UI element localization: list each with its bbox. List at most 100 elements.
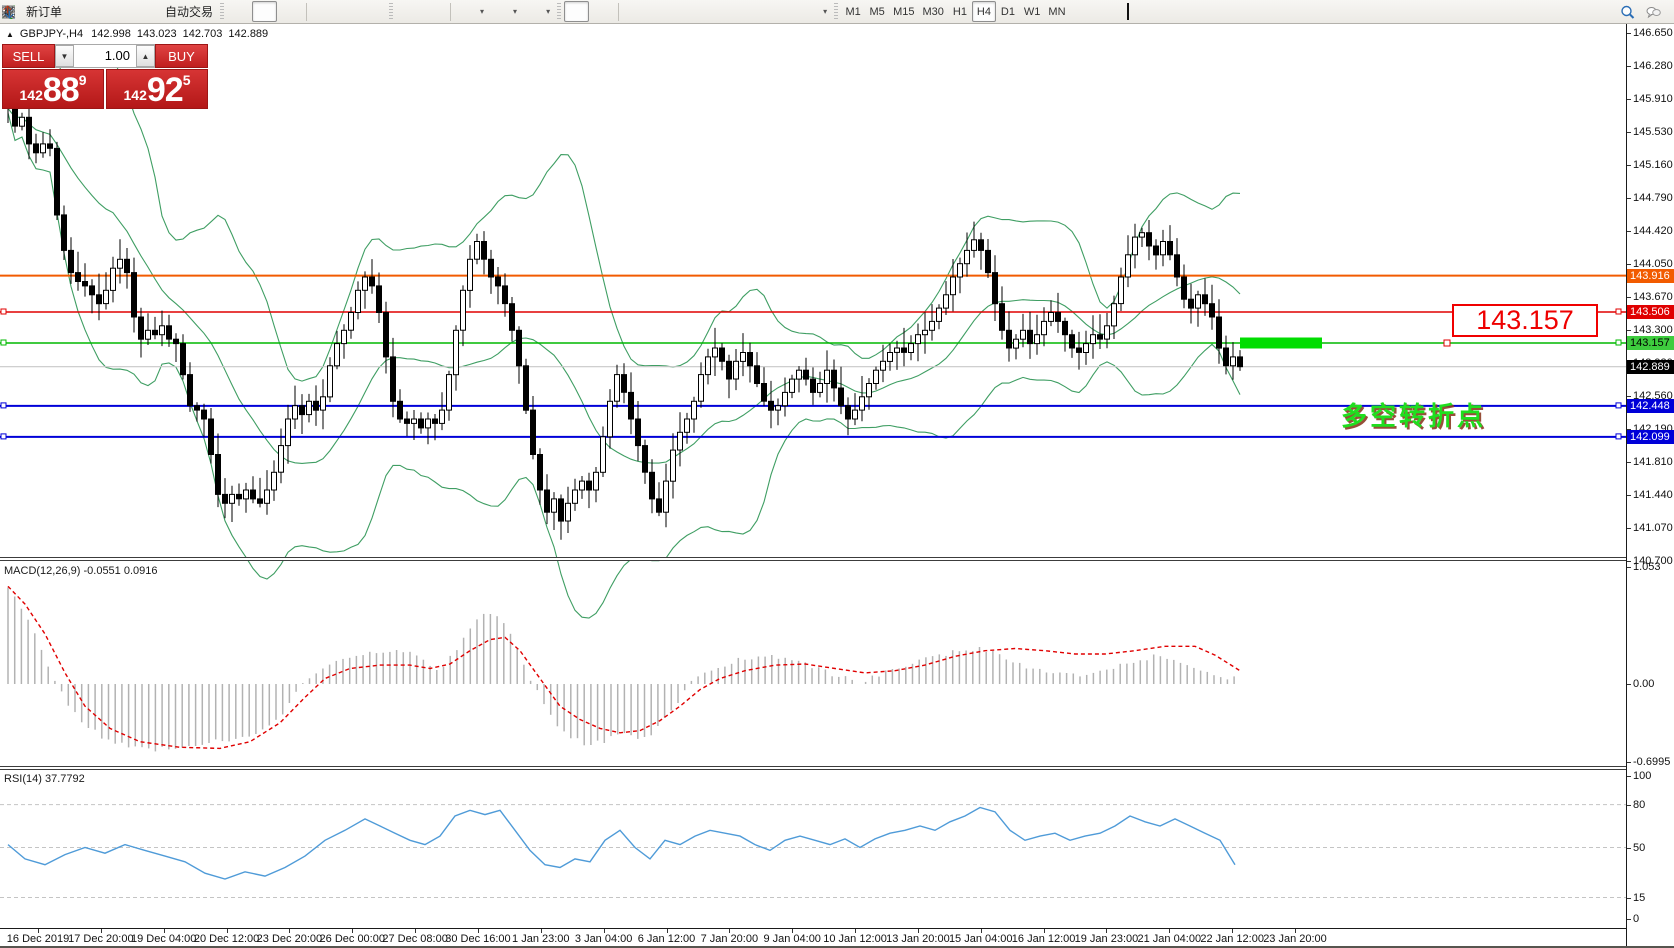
price-tick	[1627, 132, 1631, 133]
line-handle[interactable]	[0, 308, 7, 315]
ohlc-open: 142.998	[91, 28, 131, 40]
crosshair-icon	[2, 4, 610, 20]
equidistant-channel-icon: E	[2, 4, 719, 20]
highlight-zone[interactable]	[1240, 337, 1322, 349]
timeframe-m15-button[interactable]: M15	[893, 5, 915, 18]
sell-button[interactable]: SELL	[2, 44, 55, 68]
bar-chart-button[interactable]	[2, 1, 252, 22]
time-label: 30 Dec 16:00	[445, 933, 511, 945]
vertical-line-button[interactable]	[7, 1, 648, 22]
timeframe-mn-button[interactable]: MN	[1048, 5, 1066, 18]
price-tick-label: 140.700	[1633, 555, 1673, 567]
rsi-tick	[1627, 848, 1631, 849]
zoom-in-button[interactable]	[2, 1, 336, 22]
auto-trading-icon	[2, 4, 162, 20]
candlestick-chart-button[interactable]	[3, 1, 278, 22]
time-tick	[666, 929, 668, 933]
timeframe-m5-button[interactable]: M5	[869, 5, 885, 18]
timeframe-h4-button[interactable]: H4	[971, 1, 996, 22]
timeframe-m30-button[interactable]: M30	[922, 5, 944, 18]
buy-quote[interactable]: 142 92 5	[106, 69, 208, 109]
price-tick-label: 143.300	[1633, 324, 1673, 336]
sell-quote[interactable]: 142 88 9	[2, 69, 104, 109]
line-handle[interactable]	[1615, 308, 1622, 315]
timeframe-d1-button[interactable]: D1	[1000, 5, 1015, 18]
price-tick-label: 144.050	[1633, 258, 1673, 270]
collapse-triangle-icon[interactable]: ▲	[6, 29, 14, 39]
line-handle[interactable]	[1615, 402, 1622, 409]
line-handle[interactable]	[0, 339, 7, 346]
price-tick	[1627, 66, 1631, 67]
text-cursor	[1127, 3, 1129, 20]
price-tick	[1627, 528, 1631, 529]
time-tick	[1106, 929, 1108, 933]
price-badge-142.099: 142.099	[1627, 430, 1674, 444]
horizontal-line-icon	[2, 4, 669, 20]
price-tick	[1627, 429, 1631, 430]
chat-icon	[1646, 4, 1666, 20]
panel-resize-handle[interactable]	[0, 557, 1674, 561]
fibonacci-icon: F	[2, 4, 744, 20]
timeframe-h1-button[interactable]: H1	[952, 5, 967, 18]
tile-windows-button[interactable]	[2, 1, 386, 22]
indicators-icon	[2, 4, 476, 20]
price-tick-label: 144.420	[1633, 225, 1673, 237]
indicators-button[interactable]: ▾	[2, 1, 488, 22]
periods-button[interactable]: ▾	[2, 1, 521, 22]
trendline-button[interactable]	[3, 1, 698, 22]
auto-trading-button[interactable]: 自动交易	[2, 1, 217, 22]
chart-shift-button[interactable]	[2, 1, 446, 22]
rsi-tick-label: 0	[1633, 913, 1640, 925]
crosshair-button[interactable]	[2, 1, 614, 22]
rsi-panel[interactable]	[0, 770, 1626, 928]
cursor-button[interactable]	[4, 1, 590, 22]
line-handle[interactable]	[0, 433, 7, 440]
volume-decrease-button[interactable]: ▼	[55, 45, 74, 67]
turning-point-note[interactable]: 多空转折点	[1341, 401, 1487, 431]
deposit-button[interactable]	[1, 1, 91, 22]
price-tick	[1627, 165, 1631, 166]
timeframe-m1-button[interactable]: M1	[845, 5, 861, 18]
line-handle[interactable]	[1615, 339, 1622, 346]
time-tick	[100, 929, 102, 933]
macd-panel[interactable]	[0, 561, 1626, 767]
text-label-button[interactable]: T	[2, 1, 798, 22]
search-button[interactable]	[1619, 2, 1644, 23]
profile-icon	[2, 4, 112, 20]
price-chart[interactable]	[0, 26, 1626, 619]
horizontal-line-button[interactable]	[2, 1, 673, 22]
equidistant-channel-button[interactable]: E	[2, 1, 723, 22]
dropdown-arrow-icon: ▾	[480, 7, 485, 16]
line-chart-button[interactable]	[1, 1, 302, 22]
rsi-tick	[1627, 805, 1631, 806]
time-label: 20 Dec 12:00	[193, 933, 260, 945]
price-axis[interactable]: 146.650 146.280 145.910 145.530 145.160 144.7…	[1626, 24, 1674, 946]
profile-button[interactable]	[2, 1, 116, 22]
signal-button[interactable]	[2, 1, 141, 22]
buy-button[interactable]: BUY	[155, 44, 208, 68]
toolbar-grip	[389, 2, 394, 21]
zoom-out-button[interactable]	[2, 1, 361, 22]
timeframe-w1-button[interactable]: W1	[1023, 5, 1041, 18]
templates-button[interactable]: ▾	[2, 1, 554, 22]
auto-scroll-button[interactable]	[2, 1, 421, 22]
arrows-button[interactable]: ▾	[3, 1, 831, 22]
ohlc-close: 142.889	[228, 28, 269, 40]
text-tool-button[interactable]: A	[5, 1, 773, 22]
time-label: 17 Dec 20:00	[68, 933, 134, 945]
line-handle[interactable]	[0, 402, 7, 409]
volume-increase-button[interactable]: ▲	[136, 45, 155, 67]
candles-layer	[5, 88, 1243, 540]
price-level-callout[interactable]: 143.157	[1452, 304, 1598, 337]
line-handle[interactable]	[1615, 433, 1622, 440]
fibonacci-button[interactable]: F	[2, 1, 748, 22]
clock-icon	[2, 4, 509, 20]
price-tick	[1627, 231, 1631, 232]
panel-resize-handle[interactable]	[0, 766, 1674, 770]
rsi-tick-label: 15	[1633, 892, 1646, 904]
chat-button[interactable]	[1645, 2, 1670, 23]
time-axis[interactable]: 16 Dec 2019 17 Dec 20:00 19 Dec 04:00 20 De…	[0, 928, 1674, 946]
volume-input[interactable]: 1.00	[74, 45, 136, 67]
price-badge-143.916: 143.916	[1627, 269, 1674, 283]
window-edge	[0, 946, 1674, 948]
